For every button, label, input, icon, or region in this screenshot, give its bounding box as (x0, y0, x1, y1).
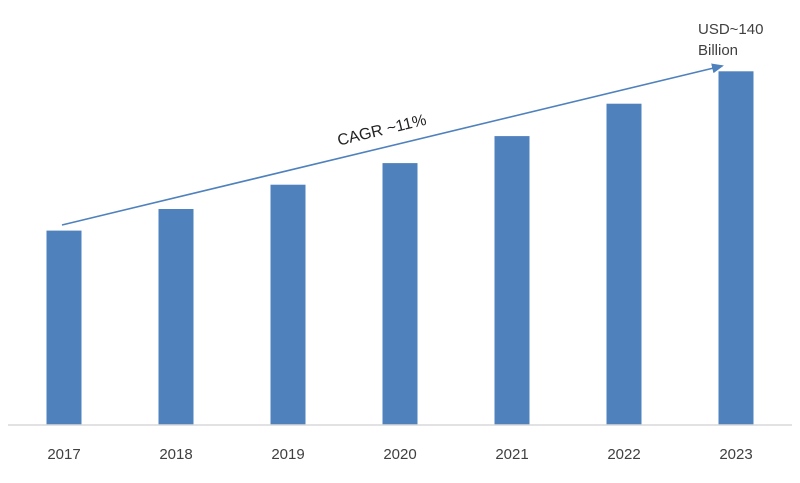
x-tick-label-2020: 2020 (383, 446, 416, 463)
bar-2023 (718, 71, 754, 426)
bar-2018 (158, 209, 194, 425)
bar-2020 (382, 163, 418, 425)
bar-2017 (46, 230, 82, 425)
cagr-trend-arrow (61, 63, 724, 226)
end-value-label-line1: USD~140 (698, 21, 763, 38)
bar-2019 (270, 184, 306, 425)
x-tick-label-2018: 2018 (159, 446, 192, 463)
end-value-label-line2: Billion (698, 42, 738, 59)
x-tick-label-2019: 2019 (271, 446, 304, 463)
x-tick-label-2022: 2022 (607, 446, 640, 463)
bar-2021 (494, 136, 530, 425)
x-tick-label-2017: 2017 (47, 446, 80, 463)
bars-group (46, 71, 754, 426)
x-tick-labels: 2017 2018 2019 2020 2021 2022 2023 (47, 446, 752, 463)
bar-2022 (606, 103, 642, 425)
cagr-label: CAGR ~11% (336, 112, 428, 150)
x-tick-label-2021: 2021 (495, 446, 528, 463)
x-tick-label-2023: 2023 (719, 446, 752, 463)
